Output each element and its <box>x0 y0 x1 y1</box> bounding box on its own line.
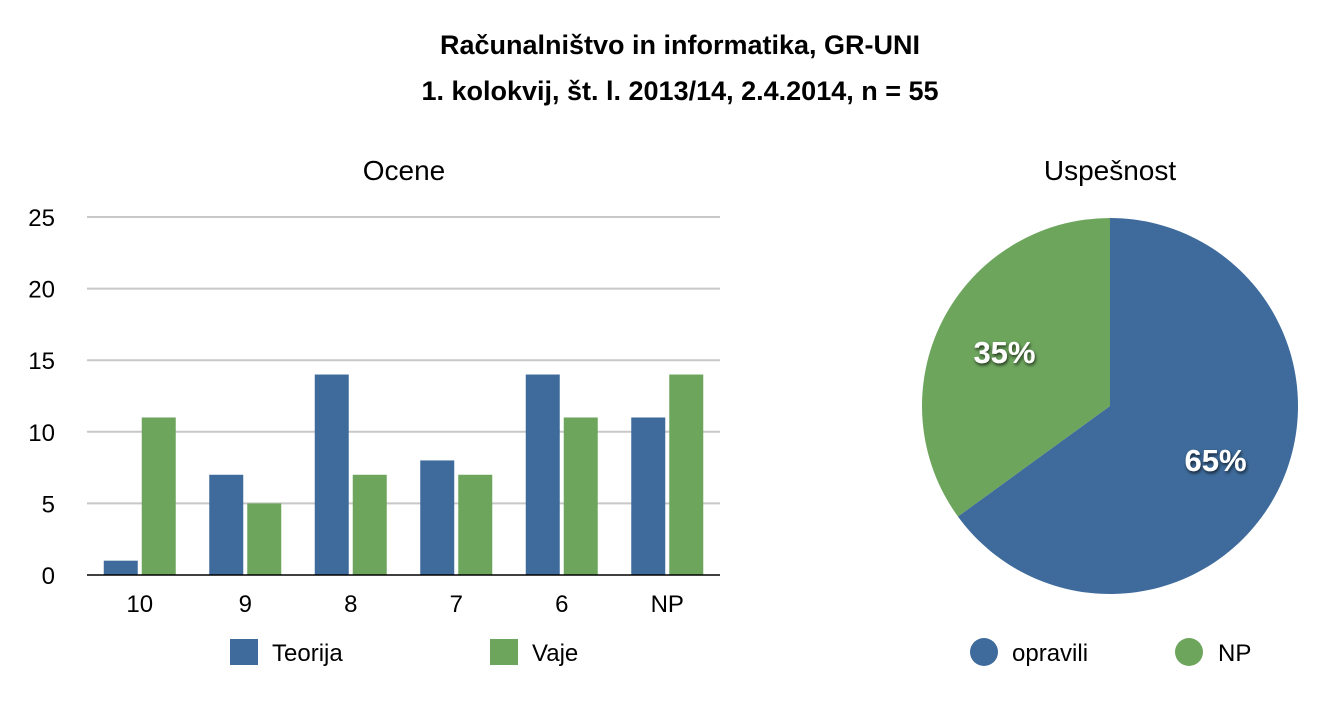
x-tick-label: 6 <box>555 591 568 618</box>
x-tick-label: 8 <box>344 591 357 618</box>
title-line-1: Računalništvo in informatika, GR-UNI <box>439 30 921 60</box>
legend-label-teorija: Teorija <box>272 640 343 667</box>
x-tick-label: 7 <box>450 591 463 618</box>
pie-value-label-np: 35% <box>973 335 1035 370</box>
pie-chart-legend: opravili NP <box>970 638 1251 667</box>
x-tick-label: 9 <box>239 591 252 618</box>
bar-chart-legend: Teorija Vaje <box>230 639 578 667</box>
bar-chart-bars <box>103 374 704 575</box>
bar-teorija-8 <box>314 374 349 575</box>
y-tick-label: 10 <box>28 420 55 447</box>
bar-vaje-8 <box>352 474 387 575</box>
legend-dot-np <box>1175 638 1203 666</box>
x-tick-label: 10 <box>126 591 153 618</box>
bar-teorija-9 <box>209 474 244 575</box>
bar-vaje-6 <box>563 417 598 575</box>
bar-chart-x-ticks: 10 9 8 7 6 NP <box>126 591 684 618</box>
pie-slice-opravili <box>957 218 1298 594</box>
bar-chart: Ocene 0 5 10 15 20 25 10 9 8 7 6 NP Teorija Vaje <box>28 155 720 667</box>
pie-chart-title: Uspešnost <box>1044 155 1177 186</box>
legend-swatch-teorija <box>230 639 258 665</box>
bar-chart-y-ticks: 0 5 10 15 20 25 <box>28 205 55 590</box>
y-tick-label: 25 <box>28 205 55 232</box>
pie-chart: Uspešnost 65% 35% opravili NP <box>921 155 1298 667</box>
pie-chart-slices <box>921 217 1298 594</box>
pie-value-label-opravili: 65% <box>1185 443 1247 478</box>
legend-swatch-vaje <box>490 639 518 665</box>
bar-vaje-9 <box>247 503 282 575</box>
bar-vaje-np <box>669 374 704 575</box>
bar-teorija-10 <box>103 560 138 575</box>
legend-label-np: NP <box>1218 640 1251 667</box>
y-tick-label: 5 <box>42 491 55 518</box>
legend-label-vaje: Vaje <box>532 640 578 667</box>
bar-vaje-7 <box>458 474 493 575</box>
y-tick-label: 0 <box>42 563 55 590</box>
bar-teorija-7 <box>420 460 455 575</box>
title-line-2: 1. kolokvij, št. l. 2013/14, 2.4.2014, n… <box>421 76 939 106</box>
legend-label-opravili: opravili <box>1012 640 1088 667</box>
legend-dot-opravili <box>970 638 998 666</box>
bar-chart-title: Ocene <box>363 155 446 186</box>
bar-chart-gridlines <box>87 216 720 505</box>
y-tick-label: 15 <box>28 348 55 375</box>
bar-vaje-10 <box>141 417 176 575</box>
y-tick-label: 20 <box>28 277 55 304</box>
figure-title: Računalništvo in informatika, GR-UNI 1. … <box>0 22 1330 114</box>
bar-teorija-6 <box>525 374 560 575</box>
bar-teorija-np <box>631 417 666 575</box>
x-tick-label: NP <box>651 591 684 618</box>
pie-chart-value-labels: 65% 35% <box>973 335 1246 478</box>
pie-slice-np <box>921 217 1110 517</box>
